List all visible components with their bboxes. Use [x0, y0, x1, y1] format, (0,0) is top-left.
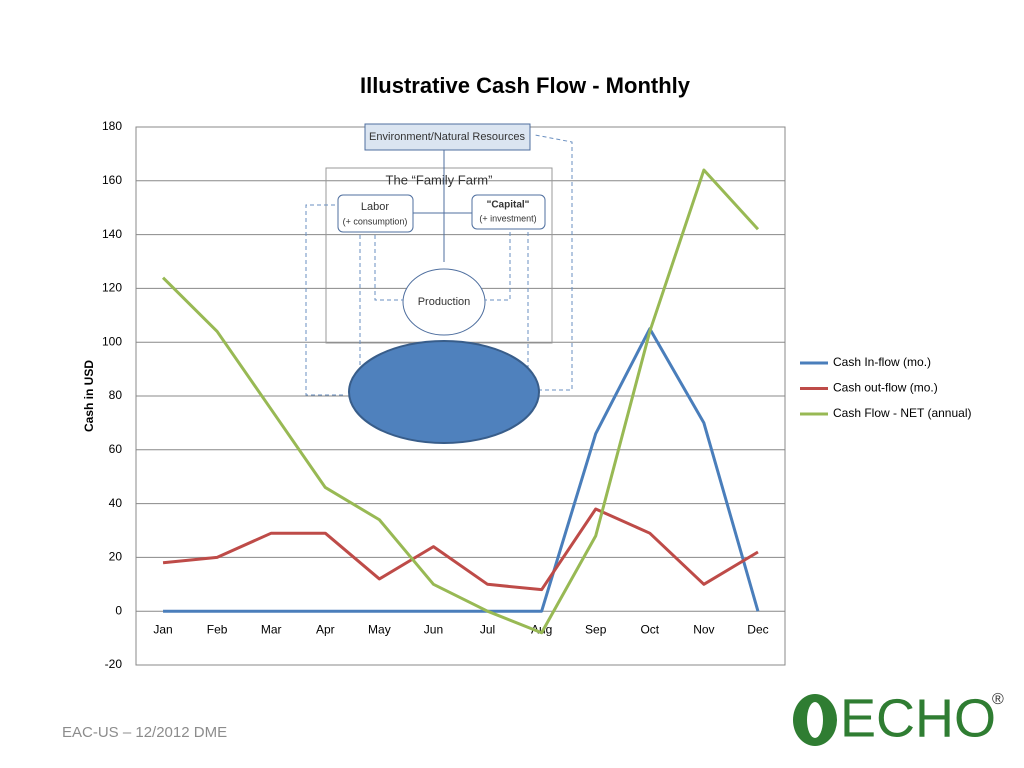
series-line [162, 507, 759, 592]
x-tick-label: Apr [316, 622, 335, 636]
x-tick-label: Jun [424, 622, 443, 636]
x-tick-label: Sep [585, 622, 607, 636]
y-tick-label: 20 [109, 550, 123, 564]
capital-label: "Capital" [487, 200, 530, 211]
legend-label: Cash Flow - NET (annual) [833, 406, 972, 420]
logo-icon [807, 702, 823, 738]
legend-label: Cash In-flow (mo.) [833, 355, 931, 369]
env-box [364, 123, 531, 151]
y-tick-label: 180 [102, 119, 122, 133]
y-tick-label: 120 [102, 281, 122, 295]
production-label: Production [418, 296, 471, 308]
y-tick-label: 100 [102, 334, 122, 348]
overlay-ellipse [348, 340, 540, 444]
capital-note: (+ investment) [479, 213, 536, 223]
legend-label: Cash out-flow (mo.) [833, 381, 938, 395]
x-tick-label: May [368, 622, 391, 636]
capital-box [471, 194, 546, 230]
production-node [402, 268, 486, 336]
y-tick-label: -20 [105, 657, 123, 671]
chart-title: Illustrative Cash Flow - Monthly [360, 73, 691, 98]
env-label: Environment/Natural Resources [369, 131, 525, 143]
logo-text: ECHO [840, 688, 996, 748]
logo-mark: ® [992, 691, 1004, 708]
x-tick-label: Nov [693, 622, 714, 636]
y-tick-label: 160 [102, 173, 122, 187]
y-tick-label: 60 [109, 442, 123, 456]
farm-label: The “Family Farm” [386, 172, 493, 187]
x-tick-label: Dec [747, 622, 768, 636]
y-tick-label: 80 [109, 388, 123, 402]
series-line [161, 168, 760, 635]
y-tick-label: 140 [102, 227, 122, 241]
footer: EAC-US – 12/2012 DME [62, 724, 227, 741]
x-tick-label: Jul [480, 622, 495, 636]
x-tick-label: Mar [261, 622, 282, 636]
diagram: Environment/Natural Resources The “Famil… [305, 123, 573, 444]
labor-label: Labor [361, 201, 389, 213]
x-tick-label: Feb [207, 622, 228, 636]
y-axis-label: Cash in USD [82, 360, 96, 432]
logo: ECHO ® [793, 688, 1004, 748]
y-tick-label: 40 [109, 496, 123, 510]
y-tick-label: 0 [115, 603, 122, 617]
series-line [163, 327, 760, 613]
x-tick-label: Oct [640, 622, 659, 636]
x-tick-label: Jan [153, 622, 172, 636]
labor-note: (+ consumption) [343, 216, 408, 226]
